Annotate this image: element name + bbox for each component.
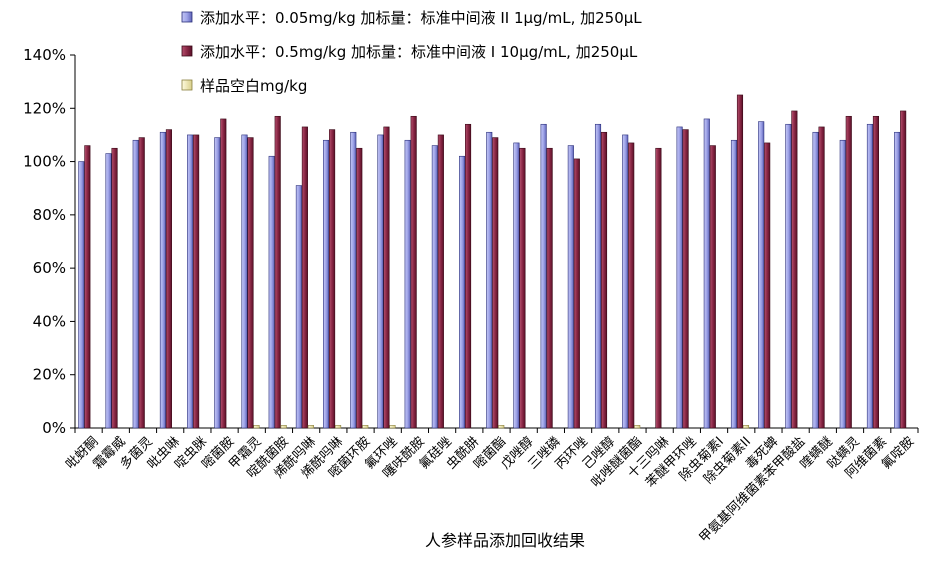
y-tick-label: 20% [33,366,66,384]
bar-series-2: 嘧菌胺: 116% [220,118,227,429]
bar-series-2: 烯酰吗啉: 112% [329,129,336,429]
bar-series-3: 吡唑醚菌酯: 1% [634,425,641,429]
bar-series-1: 戊唑醇: 107% [513,142,520,429]
bar-series-3: 烯酰吗啉: 1% [307,425,314,429]
plot-area: 0% 20% 40% 60% 80% 100% 120% 140% 吡蚜酮: 100%吡蚜酮: … [23,46,919,546]
bar-series-1: 除虫菊素I: 116% [703,118,710,429]
y-tick-label: 80% [33,206,66,224]
legend-swatch-1 [181,11,193,23]
bar-series-3: 嘧菌环胺: 1% [362,425,369,429]
bar-series-2: 毒死蜱: 107% [764,142,771,429]
bar-series-1: 多菌灵: 108% [132,139,139,429]
bar-series-1: 虫酰肼: 102% [459,155,466,429]
bar-series-2: 啶酰菌胺: 117% [274,115,281,429]
legend-label-2: 添加水平：0.5mg/kg 加标量：标准中间液 I 10μg/mL, 加250μ… [200,43,638,61]
legend-swatch-3 [181,79,193,91]
bar-series-1: 吡虫啉: 111% [159,131,166,429]
y-tick-label: 140% [23,46,66,64]
bar-series-2: 吡虫啉: 112% [165,129,172,429]
bar-series-1: 毒死蜱: 115% [758,121,765,429]
bar-series-2: 啶虫脒: 110% [193,134,200,429]
y-tick-label: 0% [42,419,66,437]
bar-series-1: 烯酰吗啉: 108% [323,139,330,429]
bar-series-1: 霜霉威: 103% [105,153,112,429]
bar-series-1: 除虫菊素II: 108% [730,139,738,429]
bar-series-2: 甲氨基阿维菌素苯甲酸盐: 119% [791,110,798,429]
bar-series-1: 氟硅唑: 106% [431,145,438,429]
legend-label-1: 添加水平：0.05mg/kg 加标量：标准中间液 II 1μg/mL, 加250… [200,9,642,27]
bar-series-1: 阿维菌素: 114% [866,123,874,429]
bar-series-2: 多菌灵: 109% [138,137,145,429]
y-tick-label: 60% [33,259,66,277]
bar-series-2: 苯醚甲环唑: 112% [682,129,689,429]
legend-label-3: 样品空白mg/kg [200,77,307,95]
bar-series-1: 嘧菌胺: 109% [214,137,221,429]
bar-series-1: 嘧菌酯: 111% [486,131,493,429]
bar-series-2: 除虫菊素I: 106% [709,145,716,429]
bar-series-1: 三唑磷: 114% [540,123,547,429]
bar-series-2: 氟环唑: 113% [383,126,390,429]
bar-series-2: 吡蚜酮: 106% [84,145,91,429]
bar-series-2: 吡唑醚菌酯: 107% [628,142,635,429]
bar-series-1: 啶虫脒: 110% [187,134,194,429]
bar-series-1: 啶酰菌胺: 102% [268,155,275,429]
y-tick-label: 120% [23,99,66,117]
bar-series-1: 嘧菌环胺: 111% [350,131,357,429]
bar-series-1: 吡蚜酮: 100% [78,161,85,429]
bar-series-1: 哒螨灵: 108% [839,139,846,429]
bar-series-2: 戊唑醇: 105% [519,147,526,429]
bar-series-3: 嘧菌酯: 1% [498,425,505,429]
bar-series-2: 哒螨灵: 117% [845,115,852,429]
bar-series-1: 氟啶胺: 111% [894,131,901,429]
bar-series-2: 十三吗啉: 105% [655,147,662,429]
bar-series-1: 噻呋酰胺: 108% [404,139,411,429]
x-axis-title: 人参样品添加回收结果 [425,531,585,550]
bar-series-2: 喹螨醚: 113% [818,126,825,429]
y-tick-label: 100% [23,153,66,171]
bar-series-3: 啶酰菌胺: 1% [280,425,287,429]
bar-series-1: 吡唑醚菌酯: 110% [622,134,629,429]
bar-series-2: 噻呋酰胺: 117% [410,115,417,429]
bar-series-3: 氟环唑: 1% [389,425,396,429]
bar-series-2: 霜霉威: 105% [111,147,118,429]
bar-series-2: 氟啶胺: 119% [900,110,907,429]
bar-series-1: 苯醚甲环唑: 113% [676,126,683,429]
bar-series-1: 烯酰吗啉: 91% [295,185,302,429]
bar-series-2: 嘧菌酯: 109% [492,137,499,429]
bar-series-2: 烯酰吗啉: 113% [301,126,308,429]
bar-series-2: 甲霜灵: 109% [247,137,254,429]
bar-series-1: 喹螨醚: 111% [812,131,819,429]
bar-series-2: 丙环唑: 101% [573,158,580,429]
bar-series-2: 虫酰肼: 114% [465,123,472,429]
legend-swatch-2 [181,45,193,57]
bar-series-2: 三唑磷: 105% [546,147,553,429]
legend: 添加水平：0.05mg/kg 加标量：标准中间液 II 1μg/mL, 加250… [181,9,642,95]
bar-series-1: 甲霜灵: 110% [241,134,248,429]
bar-series-2: 除虫菊素II: 125% [736,94,744,429]
bar-series-2: 氟硅唑: 110% [437,134,444,429]
bar-series-2: 己唑醇: 111% [600,131,608,429]
bar-series-2: 阿维菌素: 117% [872,115,880,429]
bar-series-1: 甲氨基阿维菌素苯甲酸盐: 114% [785,123,792,429]
bar-series-1: 己唑醇: 114% [594,123,602,429]
bar-series-3: 除虫菊素II: 1% [742,425,750,429]
y-tick-label: 40% [33,312,66,330]
bar-series-3: 甲霜灵: 1% [253,425,260,429]
bar-series-3: 烯酰吗啉: 1% [335,425,342,429]
bar-series-2: 嘧菌环胺: 105% [356,147,363,429]
bar-series-1: 丙环唑: 106% [567,145,574,429]
bar-series-1: 氟环唑: 110% [377,134,384,429]
